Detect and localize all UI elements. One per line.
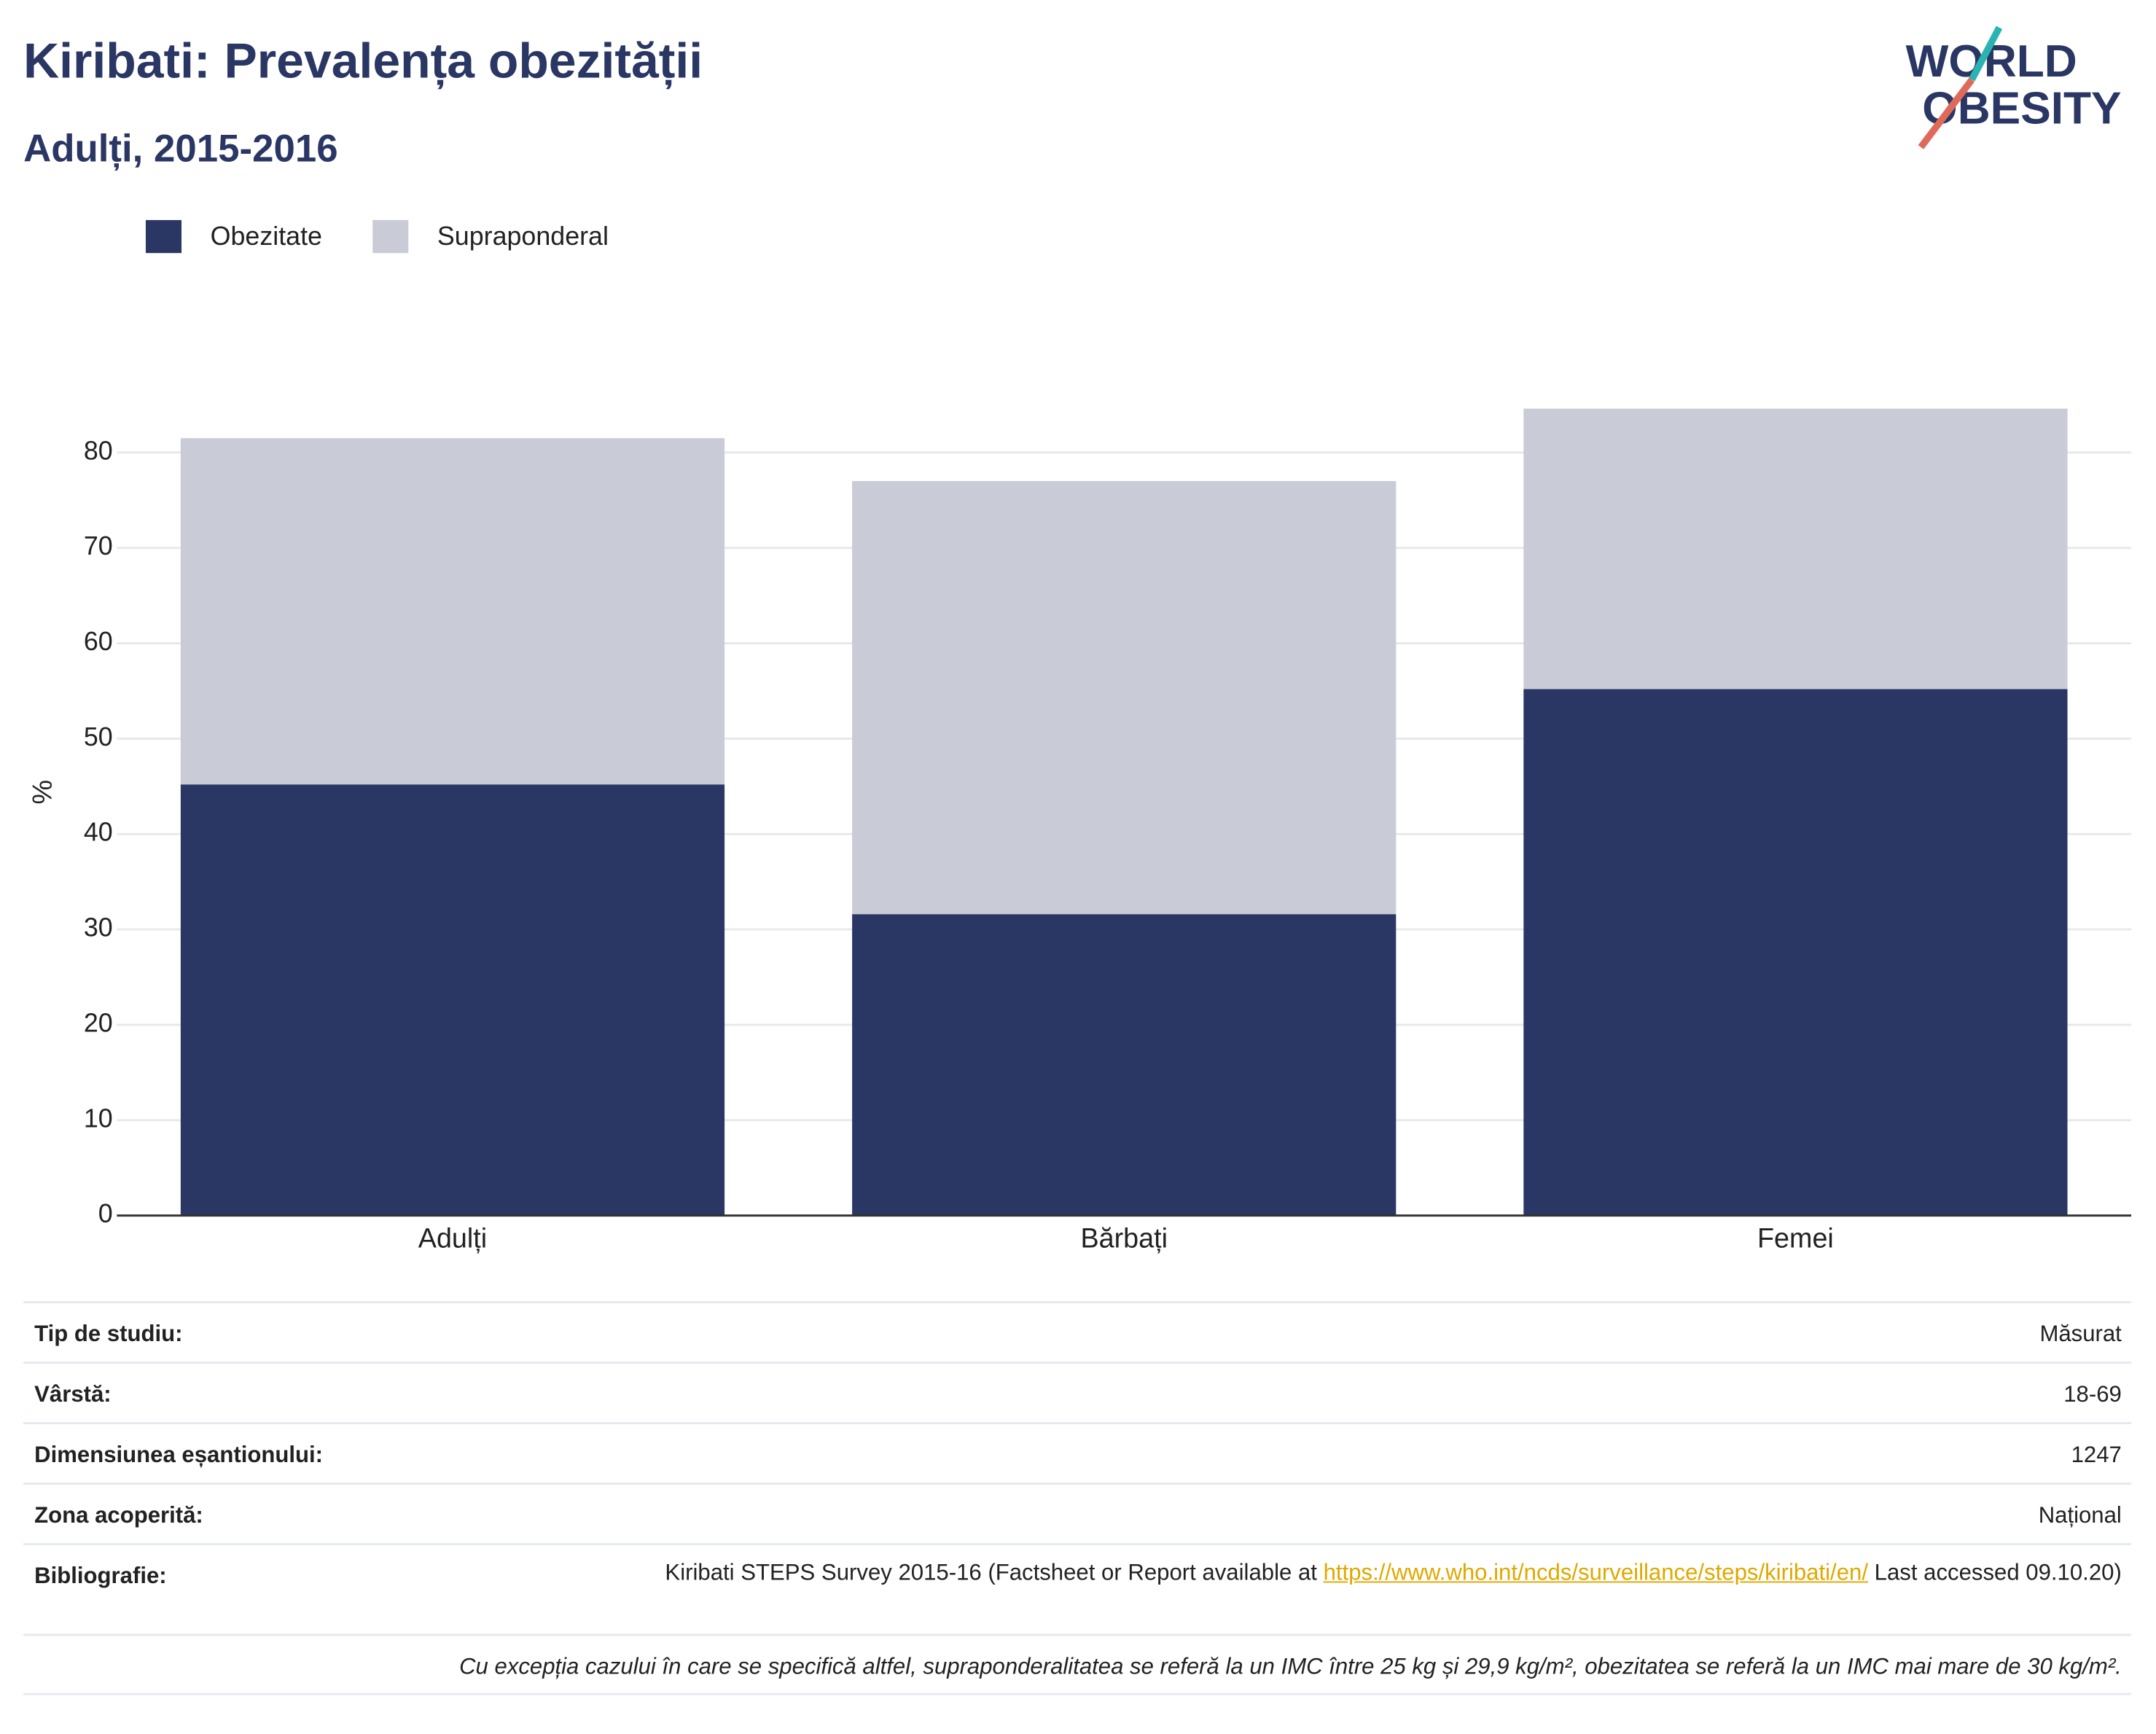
y-tick-label: 80: [84, 436, 113, 465]
y-tick-label: 10: [84, 1104, 113, 1133]
y-tick-label: 0: [98, 1199, 113, 1228]
bib-before: Kiribati STEPS Survey 2015-16 (Factsheet…: [665, 1561, 1317, 1586]
logo: WORLD OBESITY: [1906, 26, 2122, 149]
y-tick-label: 60: [84, 627, 113, 656]
x-tick-label: Bărbați: [1080, 1223, 1168, 1254]
footnote: Cu excepția cazului în care se specifică…: [459, 1654, 2122, 1679]
x-tick-label: Femei: [1757, 1223, 1834, 1254]
row-value: Național: [2039, 1502, 2122, 1528]
row-label: Vârstă:: [34, 1381, 111, 1407]
row-label: Bibliografie:: [34, 1563, 166, 1588]
logo-line: OBESITY: [1922, 83, 2121, 133]
legend-label: Obezitate: [211, 222, 322, 251]
bar-segment: [1523, 408, 2068, 690]
bar-segment: [180, 438, 725, 785]
bibliography-box: Kiribati STEPS Survey 2015-16 (Factsheet…: [561, 1558, 2122, 1588]
bib-after: Last accessed 09.10.20): [1874, 1561, 2122, 1586]
y-tick-label: 40: [84, 818, 113, 847]
y-tick-label: 30: [84, 913, 113, 942]
y-tick-label: 50: [84, 722, 113, 751]
title: Kiribati: Prevalența obezității: [23, 34, 703, 90]
y-tick-label: 70: [84, 531, 113, 561]
legend-swatch: [372, 219, 409, 254]
legend-label: Supraponderal: [437, 222, 609, 251]
logo-stroke: [1969, 26, 2003, 82]
bar-segment: [852, 914, 1397, 1216]
bar-segment: [852, 481, 1397, 915]
bibliography-text: Kiribati STEPS Survey 2015-16 (Factsheet…: [561, 1558, 2122, 1588]
x-tick-label: Adulți: [418, 1223, 487, 1254]
row-label: Zona acoperită:: [34, 1502, 203, 1528]
row-label: Tip de studiu:: [34, 1321, 182, 1346]
row-value: 1247: [2071, 1442, 2122, 1467]
bar-segment: [1523, 689, 2068, 1216]
subtitle: Adulți, 2015-2016: [23, 128, 338, 171]
legend-swatch: [145, 219, 182, 254]
bar-segment: [180, 784, 725, 1216]
row-label: Dimensiunea eșantionului:: [34, 1442, 323, 1467]
bib-link[interactable]: https://www.who.int/ncds/surveillance/st…: [1323, 1561, 1868, 1586]
y-axis-label: %: [26, 780, 57, 805]
row-value: Măsurat: [2039, 1321, 2122, 1346]
row-value: 18-69: [2063, 1381, 2122, 1407]
y-tick-label: 20: [84, 1008, 113, 1037]
logo-stroke: [1918, 77, 1975, 149]
